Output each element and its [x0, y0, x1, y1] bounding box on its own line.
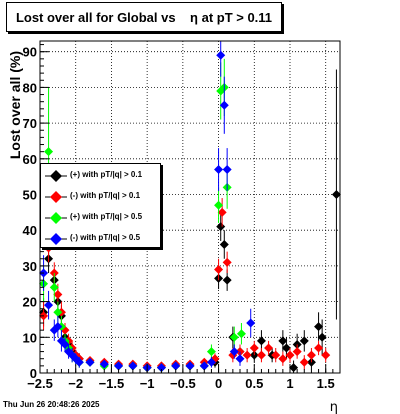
x-tick-label: −1.5 — [99, 376, 125, 391]
data-point — [222, 275, 232, 285]
x-tick-label: −1 — [140, 376, 155, 391]
data-points — [39, 41, 341, 373]
title-box: Lost over all for Global vs η at pT > 0.… — [6, 2, 282, 32]
legend-marker-blue — [45, 233, 67, 245]
y-tick-label: 10 — [23, 330, 37, 345]
data-point — [249, 343, 259, 353]
data-point — [331, 190, 341, 200]
legend-marker-black — [45, 170, 67, 182]
data-point — [53, 322, 63, 332]
data-point — [216, 50, 226, 60]
data-point — [206, 357, 216, 367]
data-point — [317, 332, 327, 342]
grid-lines — [39, 41, 340, 374]
legend-item-minus-05: (-) with pT/|q| > 0.5 — [41, 229, 160, 249]
data-point — [306, 350, 316, 360]
y-tick-label: 50 — [23, 188, 37, 203]
data-point — [44, 147, 54, 157]
data-point — [246, 318, 256, 328]
data-point — [171, 361, 181, 371]
data-point — [229, 347, 239, 357]
data-point — [206, 347, 216, 357]
data-point — [49, 282, 59, 292]
data-point — [299, 336, 309, 346]
data-point — [264, 343, 274, 353]
legend-item-plus-05: (+) with pT/|q| > 0.5 — [41, 208, 160, 228]
data-point — [314, 343, 324, 353]
data-point — [44, 300, 54, 310]
legend-label: (-) with pT/|q| > 0.5 — [70, 233, 141, 242]
x-tick-label: 1.5 — [317, 376, 335, 391]
x-tick-label: 0 — [215, 376, 222, 391]
data-point — [242, 350, 252, 360]
data-point — [217, 207, 227, 217]
data-point — [256, 336, 266, 346]
data-point — [53, 307, 63, 317]
data-point — [216, 222, 226, 232]
data-point — [271, 350, 281, 360]
footer-timestamp: Thu Jun 26 20:48:26 2025 — [3, 400, 100, 409]
axes: −2.5 −2 −1.5 −1 −0.5 0 0.5 1 1.5 0 10 20 30 40 50 60 70 8… — [23, 44, 341, 391]
y-tick-label: 40 — [23, 223, 37, 238]
data-point — [214, 264, 224, 274]
data-point — [156, 363, 166, 373]
x-tick-label: −2.5 — [27, 376, 53, 391]
legend-label: (-) with pT/|q| > 0.1 — [70, 191, 141, 200]
y-tick-label: 80 — [23, 80, 37, 95]
y-tick-label: 60 — [23, 152, 37, 167]
data-point — [235, 354, 245, 364]
data-point — [289, 363, 299, 373]
data-point — [85, 357, 95, 367]
legend-item-plus-01: (+) with pT/|q| > 0.1 — [41, 166, 160, 186]
data-point — [278, 336, 288, 346]
legend-marker-red — [45, 191, 67, 203]
legend-marker-green — [45, 212, 67, 224]
data-point — [99, 359, 109, 369]
data-point — [256, 350, 266, 360]
data-point — [236, 329, 246, 339]
data-point — [199, 361, 209, 371]
x-tick-label: 0.5 — [245, 376, 263, 391]
series-3 — [39, 41, 256, 373]
data-point — [128, 361, 138, 371]
data-point — [219, 100, 229, 110]
data-point — [60, 339, 70, 349]
data-point — [56, 336, 66, 346]
legend-label: (+) with pT/|q| > 0.5 — [70, 212, 143, 221]
data-point — [299, 357, 309, 367]
y-tick-label: 70 — [23, 116, 37, 131]
chart-title: Lost over all for Global vs η at pT > 0.… — [15, 10, 273, 25]
data-point — [74, 357, 84, 367]
x-tick-label: 1 — [286, 376, 293, 391]
legend-item-minus-01: (-) with pT/|q| > 0.1 — [41, 187, 160, 207]
data-point — [214, 200, 224, 210]
y-tick-label: 20 — [23, 295, 37, 310]
data-point — [53, 289, 63, 299]
data-point — [292, 347, 302, 357]
x-tick-label: −0.5 — [170, 376, 196, 391]
data-point — [278, 354, 288, 364]
data-point — [185, 361, 195, 371]
data-point — [219, 239, 229, 249]
y-tick-label: 0 — [30, 366, 37, 381]
data-point — [314, 322, 324, 332]
data-point — [229, 332, 239, 342]
x-tick-label: −2 — [68, 376, 83, 391]
data-point — [222, 257, 232, 267]
y-tick-label: 30 — [23, 259, 37, 274]
y-tick-label: 90 — [23, 45, 37, 60]
data-point — [114, 361, 124, 371]
data-point — [281, 343, 291, 353]
legend-label: (+) with pT/|q| > 0.1 — [70, 170, 143, 179]
y-axis-label: Lost over all (%) — [7, 51, 23, 159]
data-point — [285, 350, 295, 360]
data-point — [222, 165, 232, 175]
data-point — [214, 165, 224, 175]
legend: (+) with pT/|q| > 0.1 (-) with pT/|q| > … — [40, 163, 161, 248]
data-point — [321, 350, 331, 360]
x-axis-label: η — [330, 400, 338, 414]
